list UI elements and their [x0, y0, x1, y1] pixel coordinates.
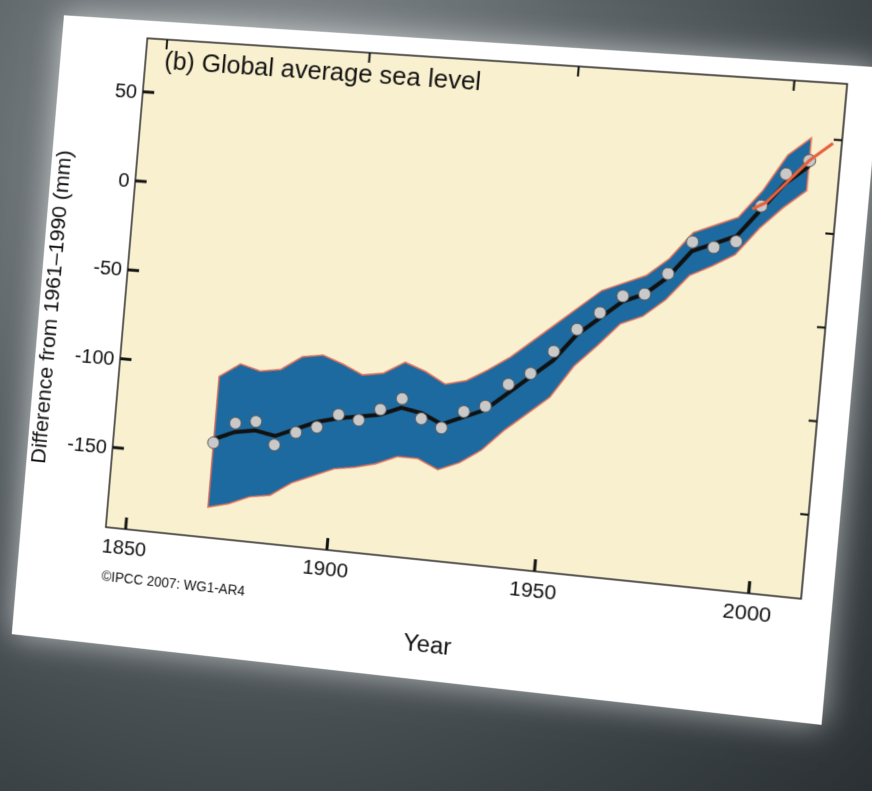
- observation-point: [311, 421, 324, 434]
- y-tick-right: [800, 514, 808, 515]
- y-tick: [143, 92, 154, 93]
- x-tick: [327, 538, 328, 550]
- plot-background: [106, 38, 847, 599]
- observation-point: [524, 367, 537, 380]
- y-tick-label: 0: [118, 169, 131, 193]
- observation-point: [593, 306, 606, 319]
- observation-point: [396, 392, 409, 405]
- x-tick: [126, 518, 127, 530]
- observation-point: [547, 345, 560, 358]
- y-tick: [135, 181, 146, 182]
- observation-point: [686, 235, 699, 248]
- x-tick: [749, 581, 750, 593]
- observation-point: [250, 415, 263, 428]
- x-tick-label: 1950: [508, 577, 557, 605]
- y-tick-label: 50: [114, 79, 138, 103]
- observation-point: [570, 323, 583, 336]
- x-tick: [534, 559, 535, 571]
- page: {"chart_data": {"type": "line", "title":…: [0, 0, 872, 791]
- y-tick-right: [825, 233, 833, 234]
- y-tick: [113, 447, 124, 448]
- y-tick-label: -50: [92, 256, 123, 281]
- observation-point: [616, 289, 629, 302]
- y-tick: [128, 270, 139, 271]
- credit: ©IPCC 2007: WG1-AR4: [101, 569, 246, 599]
- observation-point: [457, 405, 470, 418]
- y-axis-label: Difference from 1961–1990 (mm): [26, 149, 76, 464]
- observation-point: [707, 241, 720, 254]
- observation-point: [729, 235, 743, 248]
- x-tick-label: 1850: [101, 534, 147, 561]
- x-tick-label: 1900: [302, 555, 350, 583]
- observation-point: [229, 417, 242, 430]
- y-tick-label: -100: [74, 344, 115, 370]
- x-axis-label: Year: [402, 629, 452, 661]
- y-tick-right: [809, 421, 817, 422]
- observation-point: [479, 400, 492, 413]
- x-tick-top: [578, 66, 579, 76]
- observation-point: [435, 421, 448, 434]
- observation-point: [352, 414, 365, 427]
- observation-point: [332, 408, 345, 421]
- chart-card: (b) Global average sea levelDifference f…: [12, 15, 872, 725]
- y-tick-right: [817, 327, 825, 328]
- y-tick-right: [834, 140, 842, 141]
- x-tick-label: 2000: [722, 599, 773, 628]
- observation-point: [374, 403, 387, 416]
- observation-point: [268, 438, 281, 451]
- x-tick-top: [794, 80, 795, 90]
- observation-point: [502, 378, 515, 391]
- observation-point: [661, 267, 674, 280]
- y-tick: [120, 359, 131, 360]
- chart: (b) Global average sea levelDifference f…: [12, 15, 872, 725]
- y-tick-label: -150: [66, 432, 107, 459]
- observation-point: [290, 426, 303, 439]
- observation-point: [207, 436, 220, 449]
- observation-point: [415, 412, 428, 425]
- observation-point: [638, 288, 651, 301]
